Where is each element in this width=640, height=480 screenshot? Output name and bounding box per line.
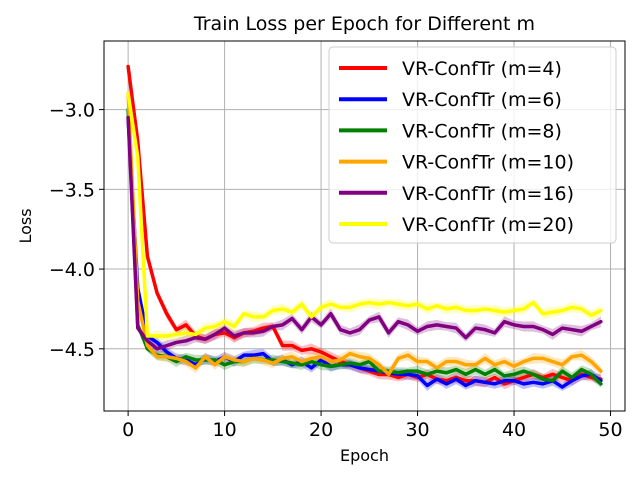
band-vr-conftr-m-20 <box>128 90 601 342</box>
x-tick-label: 50 <box>598 419 622 441</box>
x-tick-label: 20 <box>309 419 333 441</box>
chart-title: Train Loss per Epoch for Different m <box>193 13 535 35</box>
y-tick-label: −4.0 <box>49 259 95 281</box>
series-lines <box>126 64 603 389</box>
legend: VR-ConfTr (m=4) VR-ConfTr (m=6) VR-ConfTr … <box>328 46 617 244</box>
y-tick-label: −4.5 <box>49 339 95 361</box>
legend-label-vr-conftr-m-6: VR-ConfTr (m=6) <box>402 89 562 111</box>
y-tick-label: −3.5 <box>49 179 95 201</box>
x-tick-label: 40 <box>502 419 526 441</box>
x-tick-label: 10 <box>213 419 237 441</box>
legend-label-vr-conftr-m-20: VR-ConfTr (m=20) <box>402 214 574 236</box>
legend-box <box>328 46 617 244</box>
x-tick-label: 0 <box>122 419 134 441</box>
legend-label-vr-conftr-m-16: VR-ConfTr (m=16) <box>402 183 574 205</box>
line-vr-conftr-m-20 <box>126 91 603 338</box>
y-axis-label: Loss <box>16 208 35 243</box>
x-tick-label: 30 <box>405 419 429 441</box>
plot-frame <box>103 40 626 412</box>
band-vr-conftr-m-16 <box>128 115 601 354</box>
y-tick-label: −3.0 <box>49 100 95 122</box>
line-vr-conftr-m-16 <box>126 115 603 351</box>
legend-label-vr-conftr-m-8: VR-ConfTr (m=8) <box>402 120 562 142</box>
legend-label-vr-conftr-m-10: VR-ConfTr (m=10) <box>402 152 574 174</box>
line-vr-conftr-m-10 <box>126 91 603 377</box>
axis-ticks: 0 10 20 30 40 50 −3.0 −3.5 −4.0 −4.5 <box>49 100 623 441</box>
legend-label-vr-conftr-m-4: VR-ConfTr (m=4) <box>402 58 562 80</box>
x-axis-label: Epoch <box>340 446 389 465</box>
